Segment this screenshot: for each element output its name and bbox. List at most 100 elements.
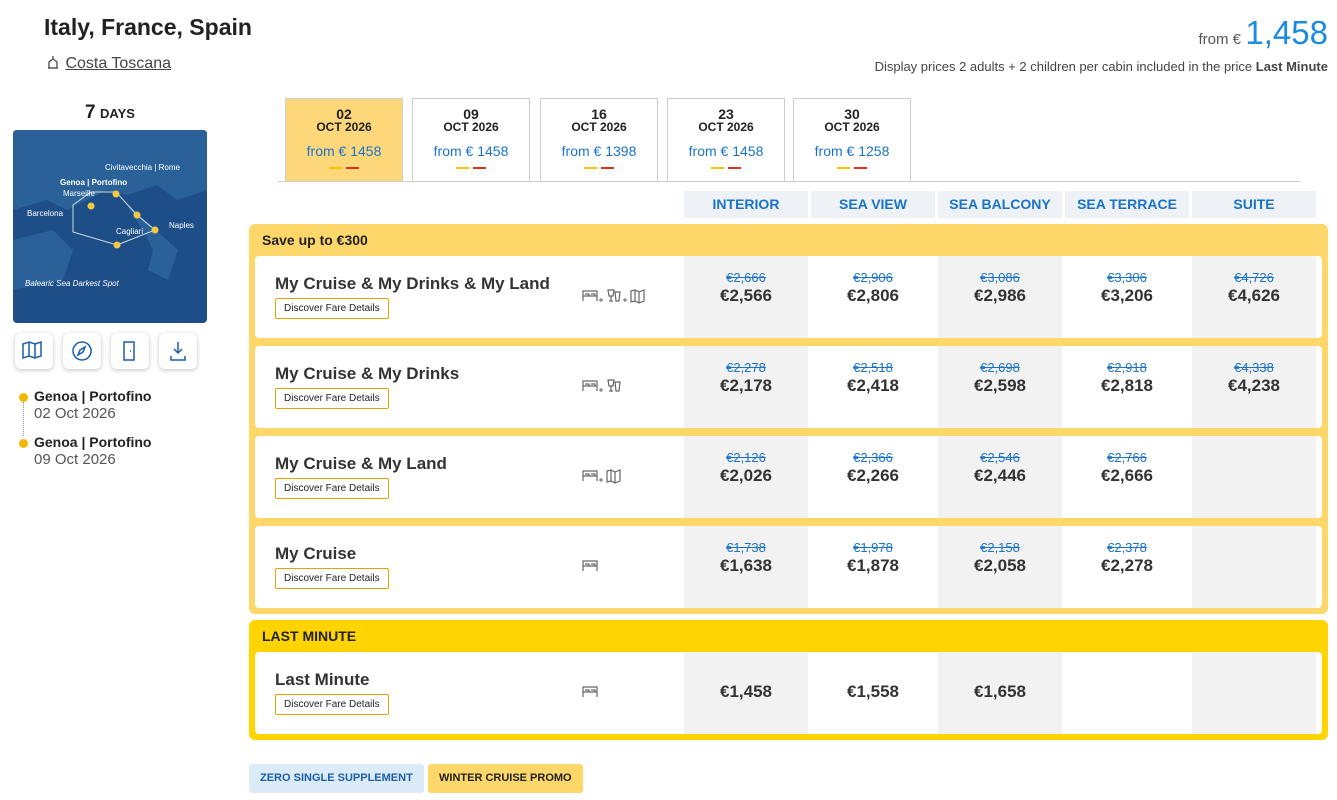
- ship-name: Costa Toscana: [65, 55, 171, 72]
- fare-group: LAST MINUTE Last Minute Discover Fare Deta…: [249, 620, 1328, 740]
- price-cell: €2,278 €2,178: [684, 346, 808, 428]
- cabin-header: SEA VIEW: [811, 191, 935, 218]
- tab-day: 30: [844, 106, 860, 122]
- price-cell: €1,458: [684, 652, 808, 734]
- tab-month: OCT 2026: [824, 120, 880, 134]
- fare-name: My Cruise & My Land: [275, 454, 447, 473]
- fare-button[interactable]: Discover Fare Details: [275, 388, 389, 409]
- price-cell: [1192, 652, 1316, 734]
- new-price: €1,638: [720, 556, 772, 575]
- fare-name: My Cruise & My Drinks: [275, 364, 460, 383]
- map-label: Naples: [169, 221, 194, 230]
- icon-plus: [599, 478, 603, 482]
- date-tab[interactable]: 30 OCT 2026 from € 1258: [793, 98, 911, 181]
- tab-month: OCT 2026: [571, 120, 627, 134]
- fare-row: My Cruise & My Drinks Discover Fare Detai…: [255, 346, 1322, 428]
- tab-month: OCT 2026: [443, 120, 499, 134]
- tab-bars: [541, 165, 657, 169]
- sidebar-button[interactable]: [111, 333, 149, 369]
- map-label: Genoa | Portofino: [60, 178, 127, 187]
- new-price: €2,446: [974, 466, 1026, 485]
- fare-icons: [582, 289, 645, 304]
- tab-price: from € 1258: [814, 143, 890, 159]
- price-cell: [1192, 436, 1316, 518]
- new-price: €1,458: [720, 682, 772, 701]
- price-box: from € 1,458: [1198, 14, 1328, 52]
- price-cell: [1192, 526, 1316, 608]
- sidebar-icon: [22, 340, 42, 360]
- days-label: DAYS: [100, 106, 135, 121]
- icon-map: [630, 289, 645, 304]
- new-price: €2,026: [720, 466, 772, 485]
- tab-bars: [286, 165, 402, 169]
- old-price: €2,378: [1107, 540, 1147, 555]
- fare-icons: [582, 379, 621, 392]
- tab-month: OCT 2026: [316, 120, 372, 134]
- ship-link[interactable]: Costa Toscana: [45, 54, 171, 73]
- bar-red: [346, 167, 359, 169]
- bar-red: [854, 167, 867, 169]
- old-price: €1,978: [853, 540, 893, 555]
- new-price: €2,598: [974, 376, 1026, 395]
- icon-plus: [599, 298, 603, 302]
- sidebar-icon: [170, 342, 186, 361]
- fare-button[interactable]: Discover Fare Details: [275, 568, 389, 589]
- price-cell: €1,978 €1,878: [811, 526, 935, 608]
- new-price: €4,626: [1228, 286, 1280, 305]
- fare-icons: [582, 686, 598, 697]
- bar-yellow: [584, 167, 597, 169]
- itinerary-port: Genoa | Portofino: [34, 434, 152, 450]
- map[interactable]: Civitavecchia | Rome Genoa | Portofino Mar…: [13, 130, 207, 323]
- tab-day: 02: [336, 106, 352, 122]
- sidebar-button[interactable]: [63, 333, 101, 369]
- ship-icon: [48, 56, 58, 69]
- sidebar-icon: [123, 341, 135, 361]
- icon-bed: [582, 290, 598, 301]
- price-cell: €2,378 €2,278: [1065, 526, 1189, 608]
- price-cell: €4,726 €4,626: [1192, 256, 1316, 338]
- sidebar-button[interactable]: [159, 333, 197, 369]
- tab-bars: [794, 165, 910, 169]
- icon-path: [170, 342, 186, 361]
- fare-row: My Cruise Discover Fare Details €1,738 €1,6…: [255, 526, 1322, 608]
- price-cell: €2,906 €2,806: [811, 256, 935, 338]
- group-title: Save up to €300: [262, 232, 368, 248]
- fare-row: My Cruise & My Land Discover Fare Details…: [255, 436, 1322, 518]
- tab-price: from € 1458: [688, 143, 764, 159]
- itinerary-line: [23, 402, 24, 436]
- new-price: €2,666: [1101, 466, 1153, 485]
- tab-price: from € 1398: [561, 143, 637, 159]
- date-tab[interactable]: 23 OCT 2026 from € 1458: [667, 98, 785, 181]
- date-tab[interactable]: 16 OCT 2026 from € 1398: [540, 98, 658, 181]
- old-price: €2,546: [980, 450, 1020, 465]
- fare-button[interactable]: Discover Fare Details: [275, 694, 389, 715]
- date-tab[interactable]: 09 OCT 2026 from € 1458: [412, 98, 530, 181]
- new-price: €3,206: [1101, 286, 1153, 305]
- map-label: Barcelona: [27, 209, 64, 218]
- price-cell: €4,338 €4,238: [1192, 346, 1316, 428]
- date-tab[interactable]: 02 OCT 2026 from € 1458: [285, 98, 403, 181]
- itinerary-date: 09 Oct 2026: [34, 451, 116, 468]
- tabs-line: [278, 181, 1300, 182]
- map-label: Civitavecchia | Rome: [105, 163, 181, 172]
- price-cell: €2,698 €2,598: [938, 346, 1062, 428]
- new-price: €2,566: [720, 286, 772, 305]
- bar-red: [473, 167, 486, 169]
- new-price: €2,058: [974, 556, 1026, 575]
- old-price: €2,518: [853, 360, 893, 375]
- fare-button[interactable]: Discover Fare Details: [275, 478, 389, 499]
- icon-bed: [582, 470, 598, 481]
- old-price: €2,158: [980, 540, 1020, 555]
- price-cell: €1,658: [938, 652, 1062, 734]
- bar-yellow: [456, 167, 469, 169]
- sidebar-button[interactable]: [15, 333, 53, 369]
- group-title: LAST MINUTE: [262, 628, 357, 644]
- new-price: €2,418: [847, 376, 899, 395]
- new-price: €2,818: [1101, 376, 1153, 395]
- cabin-header: INTERIOR: [684, 191, 808, 218]
- days-number: 7: [85, 102, 96, 123]
- bar-red: [728, 167, 741, 169]
- old-price: €1,738: [726, 540, 766, 555]
- fare-button[interactable]: Discover Fare Details: [275, 298, 389, 319]
- bar-yellow: [329, 167, 342, 169]
